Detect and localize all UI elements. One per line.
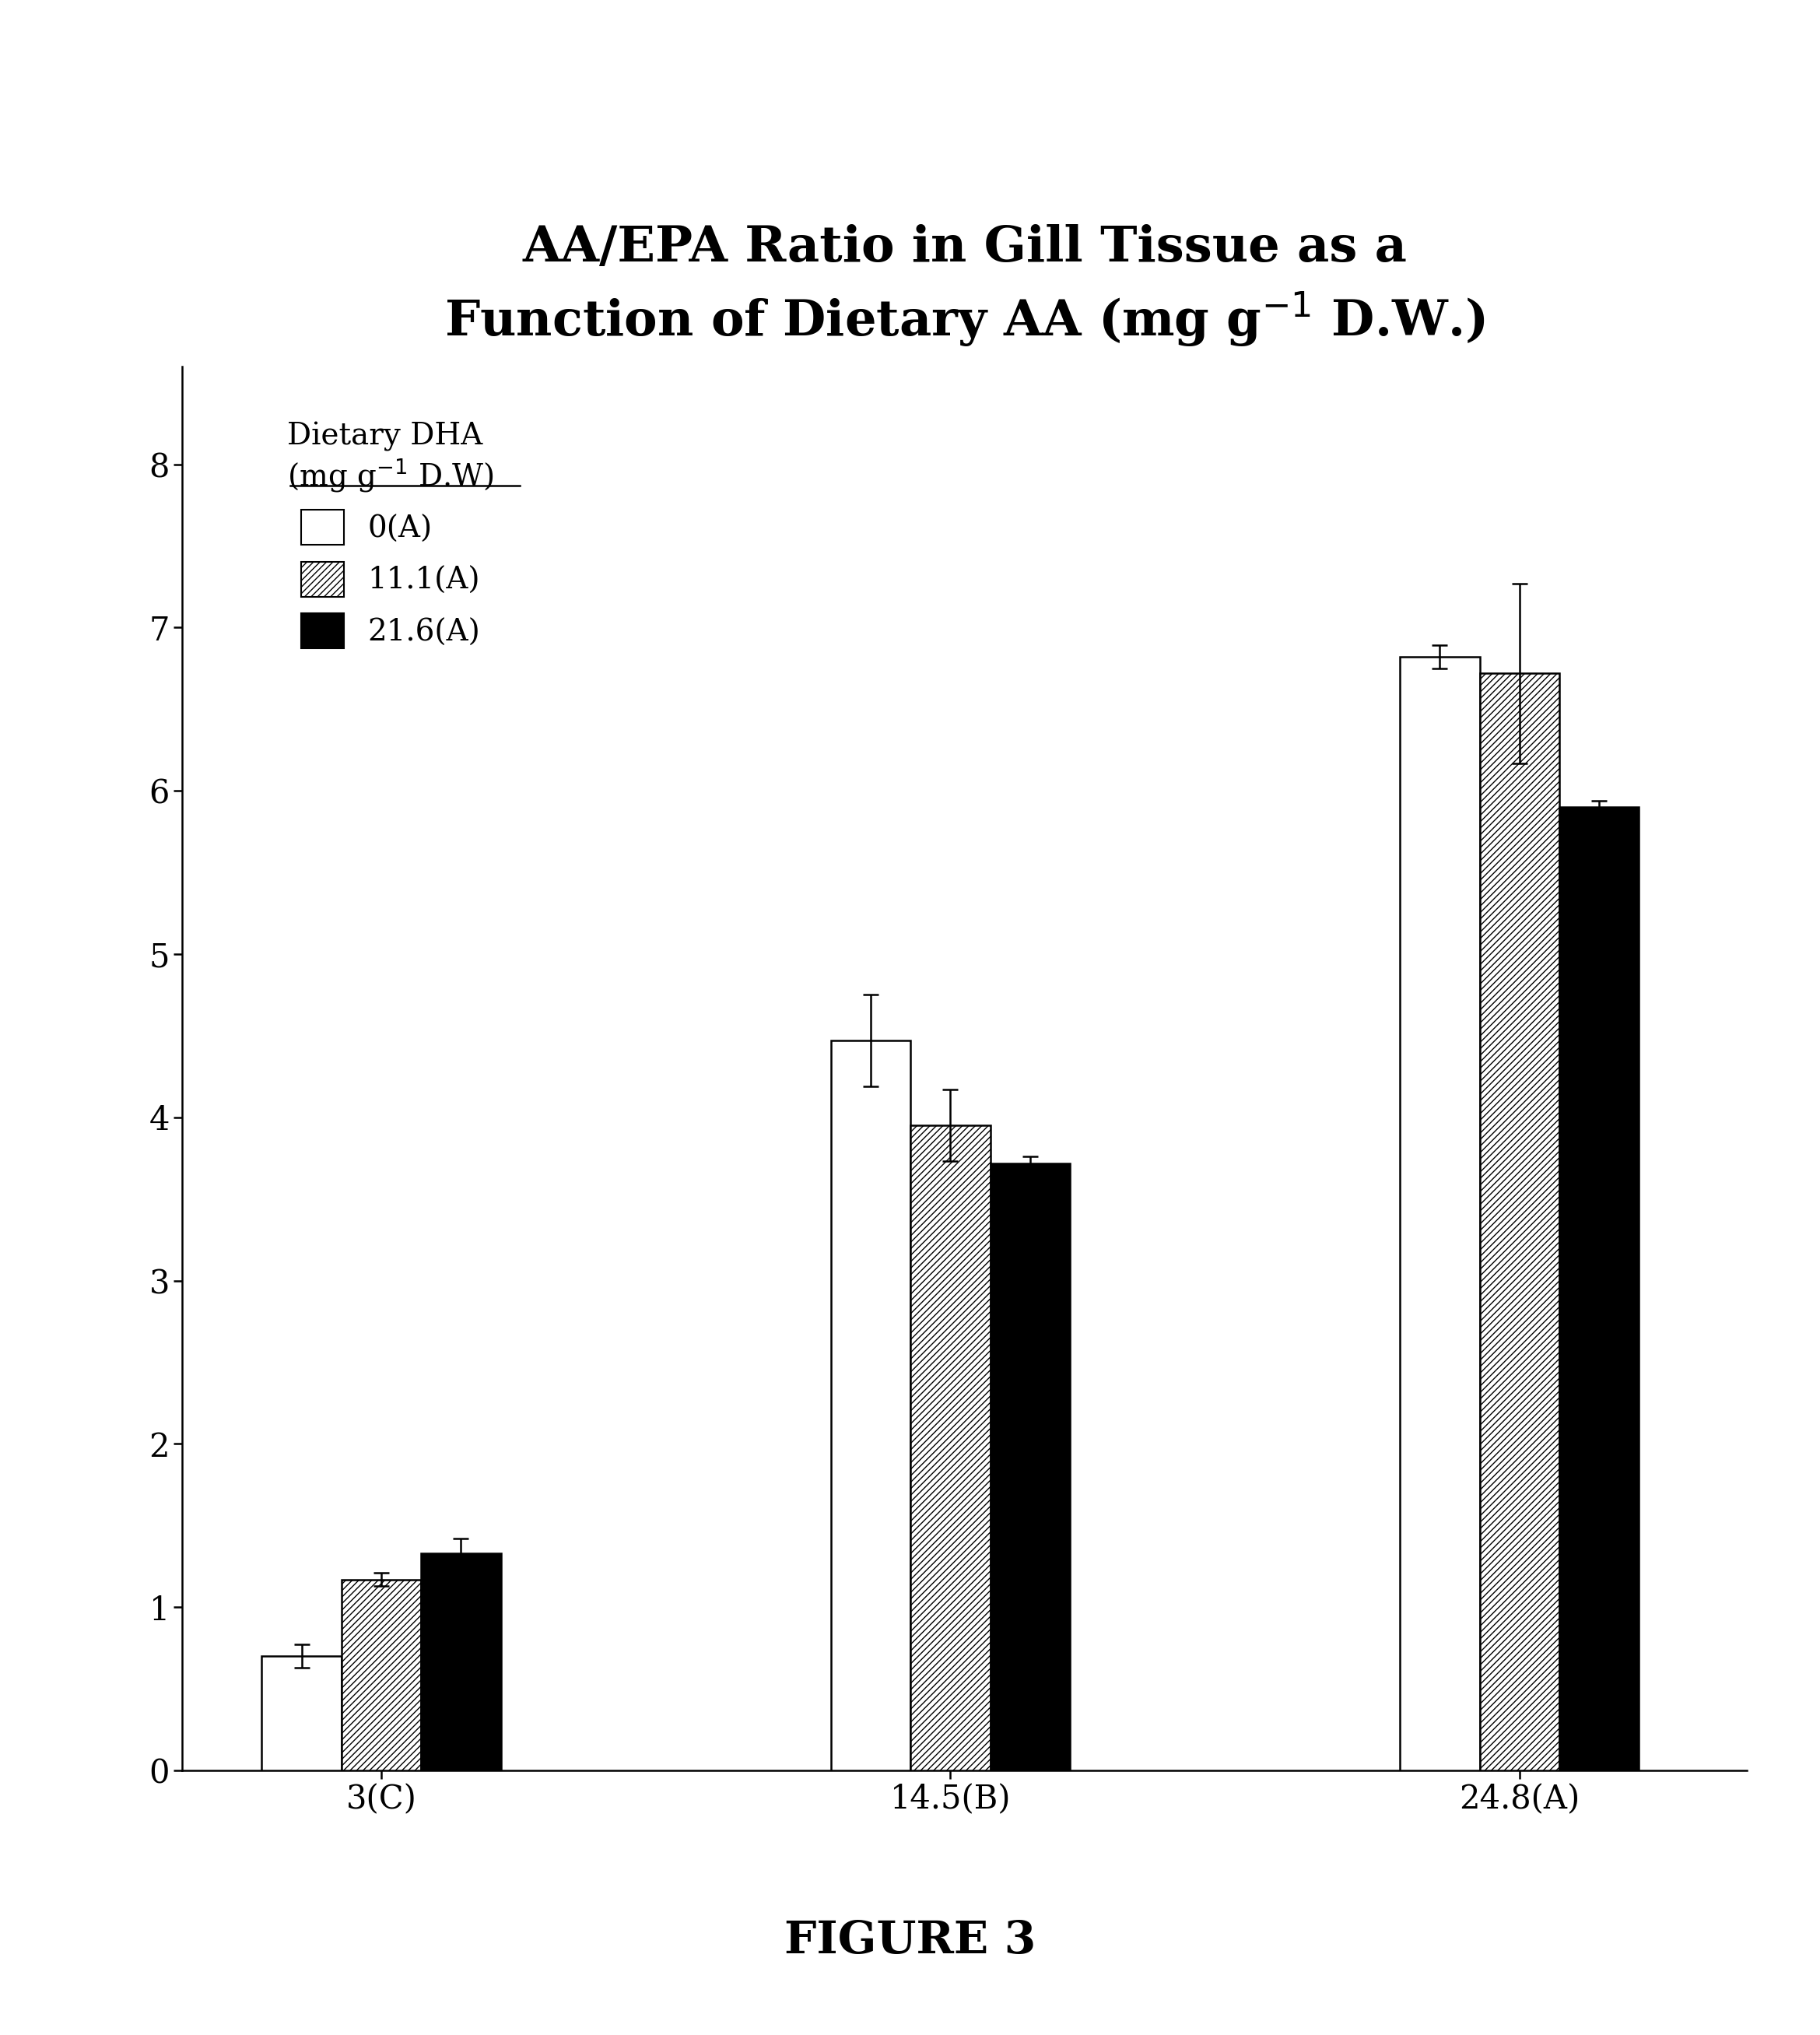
Legend: 0(A), 11.1(A), 21.6(A): 0(A), 11.1(A), 21.6(A): [275, 409, 506, 659]
Text: FIGURE 3: FIGURE 3: [784, 1919, 1036, 1964]
Bar: [910, 1125, 990, 1770]
Bar: [420, 1553, 501, 1770]
Bar: [832, 1040, 910, 1770]
Title: AA/EPA Ratio in Gill Tissue as a
Function of Dietary AA (mg g$^{-1}$ D.W.): AA/EPA Ratio in Gill Tissue as a Functio…: [444, 224, 1485, 348]
Bar: [1560, 808, 1640, 1770]
Bar: [262, 1656, 342, 1770]
Bar: [1480, 674, 1560, 1770]
Bar: [990, 1164, 1070, 1770]
Bar: [1400, 657, 1480, 1770]
Bar: [342, 1579, 420, 1770]
